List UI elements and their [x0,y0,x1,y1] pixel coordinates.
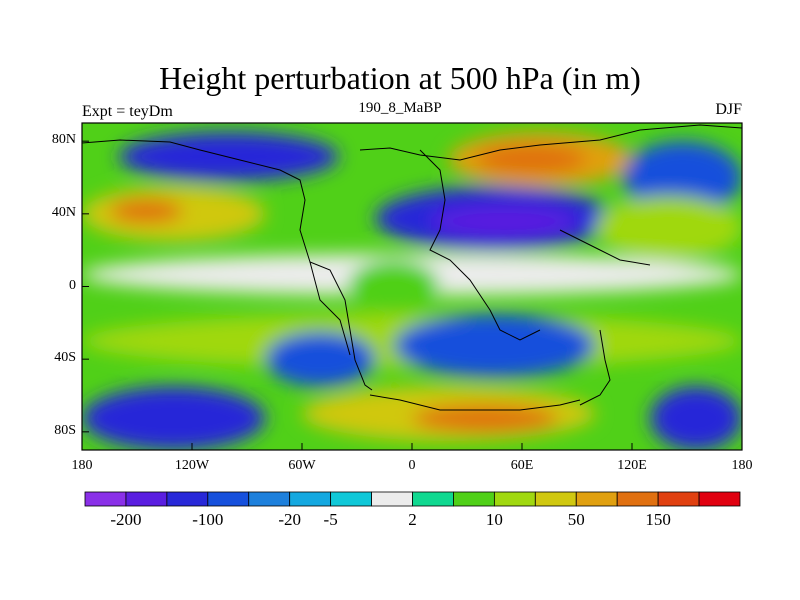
run-label: 190_8_MaBP [358,100,442,116]
colorbar-swatch-12 [575,491,618,507]
coastline-1 [309,261,351,356]
x-tick-label: 60E [510,458,534,473]
colorbar-label: 2 [408,510,417,529]
field-region-sh-high-core [412,404,559,432]
colorbar-swatch-6 [330,491,372,507]
x-tick-label: 180 [731,458,753,473]
axis-ticks [81,140,743,450]
colorbar-label: 10 [485,510,503,529]
field-region-arctic-low [118,132,339,182]
x-tick-label: 0 [408,458,416,473]
coastline-5 [579,329,611,406]
y-tick-label: 0 [69,277,76,293]
x-tick-label: 180 [71,458,93,473]
coastline-4 [559,229,651,266]
colorbar-label: -100 [192,510,224,529]
colorbar-label: 150 [645,510,671,529]
x-tick-label: 120W [174,458,210,473]
y-tick-label: 40N [51,204,76,220]
coastline-overlay [82,124,742,411]
colorbar-swatch-14 [657,491,700,507]
field-region-sh-low-west [82,386,266,450]
chart-title: Height perturbation at 500 hPa (in m) [159,60,641,96]
coastline-2 [359,124,742,161]
colorbar-swatch-1 [125,491,168,507]
field-region-nh-band-core [109,199,183,223]
field-region-africa-green [347,259,440,314]
colorbar-label: -200 [110,510,142,529]
colorbar-swatch-4 [248,491,291,507]
colorbar-swatch-10 [493,491,536,507]
x-tick-label: 120E [617,458,647,473]
colorbar-swatch-0 [84,491,127,507]
colorbar-swatch-3 [207,491,250,507]
colorbar-label: -20 [278,510,302,529]
colorbar-swatch-15 [698,491,741,507]
colorbar-swatch-7 [371,491,413,507]
colorbar-swatch-13 [616,491,659,507]
season-label: DJF [715,101,742,118]
field-region-indian-low [393,313,596,378]
field-region-eurasia-low-core [430,206,577,236]
field-region-south-atl-low [265,331,376,387]
colorbar-swatch-11 [534,491,577,507]
colorbar [84,491,741,507]
field-region-pacific-low [622,141,742,214]
y-tick-label: 80N [51,132,76,148]
colorbar-label: 50 [567,510,585,529]
coastline-3 [419,149,541,341]
coastline-0 [82,139,373,391]
x-tick-label: 60W [288,458,316,473]
colorbar-swatch-5 [289,491,332,507]
height-field [82,123,742,450]
coastline-6 [369,394,581,411]
colorbar-swatch-2 [166,491,209,507]
field-region-asia-high-core [476,144,587,174]
experiment-label: Expt = teyDm [82,103,173,120]
colorbar-swatch-8 [412,491,454,507]
field-region-pacific-green [595,195,742,260]
colorbar-swatch-9 [453,491,495,507]
y-tick-label: 80S [54,422,76,438]
y-tick-label: 40S [54,350,76,366]
colorbar-label: -5 [323,510,338,529]
field-region-sh-low-east [650,386,742,450]
